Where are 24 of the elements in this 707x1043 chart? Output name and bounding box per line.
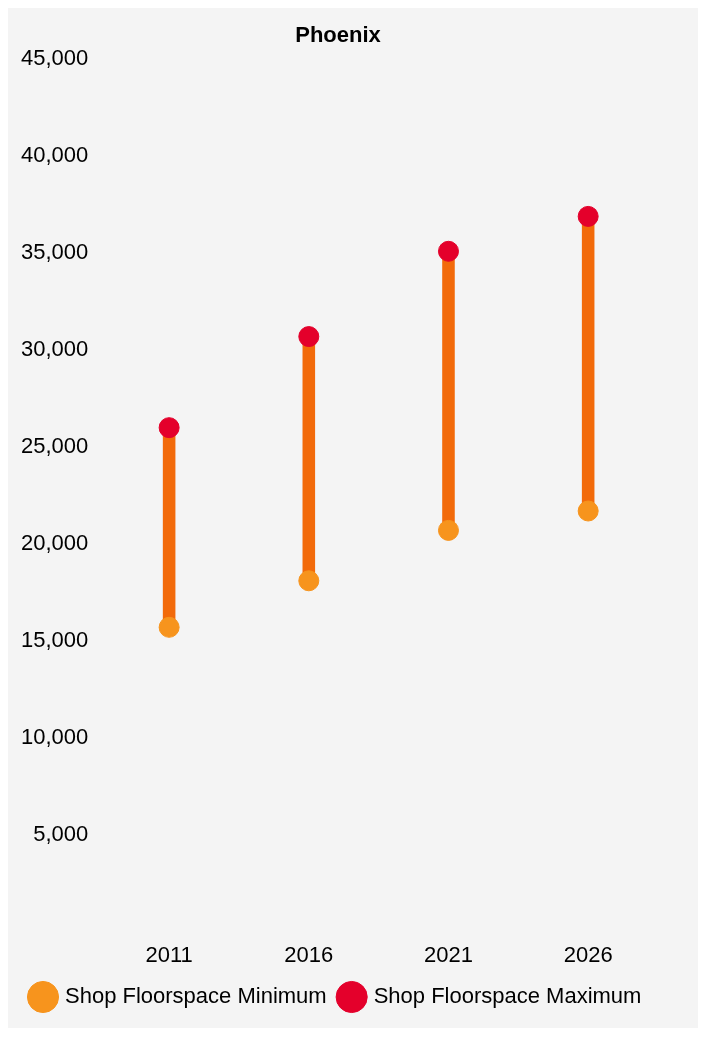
x-tick-label: 2016 <box>284 941 334 967</box>
point <box>437 240 459 262</box>
y-tick-label: 20,000 <box>20 530 89 556</box>
point <box>158 417 180 439</box>
point <box>577 500 599 522</box>
point <box>298 326 320 348</box>
point <box>577 205 599 227</box>
chart-title: Phoenix <box>295 22 382 48</box>
y-tick-label: 5,000 <box>33 820 89 846</box>
point <box>158 616 180 638</box>
point <box>437 519 459 541</box>
y-tick-label: 40,000 <box>20 142 89 168</box>
legend-label: Shop Floorspace Minimum <box>65 983 327 1009</box>
point <box>298 570 320 592</box>
y-tick-label: 10,000 <box>20 723 89 749</box>
y-tick-label: 15,000 <box>20 626 89 652</box>
x-tick-label: 2011 <box>145 941 193 967</box>
y-tick-label: 35,000 <box>20 239 89 265</box>
y-tick-label: 45,000 <box>20 45 89 71</box>
y-tick-label: 25,000 <box>20 433 89 459</box>
x-tick-label: 2021 <box>424 941 473 967</box>
y-tick-label: 30,000 <box>20 336 89 362</box>
x-tick-label: 2026 <box>563 941 613 967</box>
legend-label: Shop Floorspace Maximum <box>373 983 642 1009</box>
